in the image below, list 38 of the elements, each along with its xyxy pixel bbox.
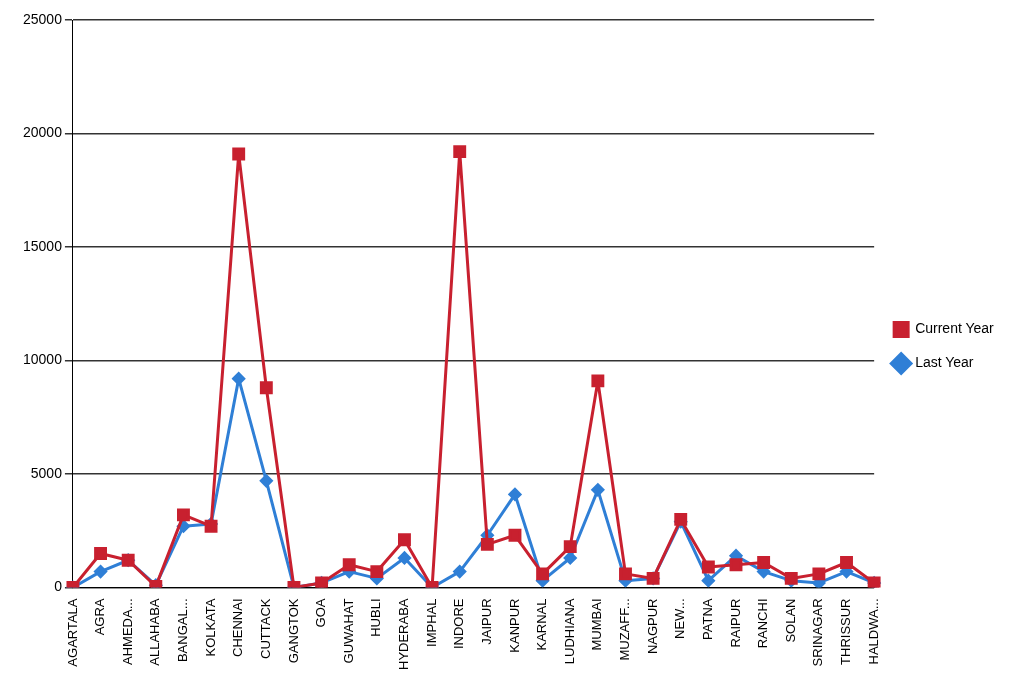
x-tick-label: LUDHIANA xyxy=(561,598,577,665)
x-tick-label: SRINAGAR xyxy=(810,598,826,667)
x-tick-label: MUZAFF... xyxy=(617,598,633,661)
x-tick-label: JAIPUR xyxy=(478,598,494,645)
x-tick-label: AGRA xyxy=(92,598,108,636)
legend-label: Current Year xyxy=(915,320,995,337)
x-tick-label: MUMBAI xyxy=(589,598,605,651)
x-tick-label: GOA xyxy=(313,598,329,628)
x-tick-label: PATNA xyxy=(699,598,715,640)
x-tick-label: GANGTOK xyxy=(285,598,301,664)
y-tick-label: 5000 xyxy=(30,464,63,481)
x-tick-label: ALLAHABA xyxy=(147,598,163,666)
x-tick-label: CUTTACK xyxy=(257,598,273,659)
x-tick-label: RANCHI xyxy=(755,598,771,649)
y-tick-label: 25000 xyxy=(22,10,63,27)
x-tick-label: THRISSUR xyxy=(838,598,854,665)
y-tick-label: 10000 xyxy=(22,351,63,368)
x-tick-label: NEW... xyxy=(672,598,688,639)
x-tick-label: HUBLI xyxy=(368,598,384,637)
x-tick-label: RAIPUR xyxy=(727,598,743,648)
x-tick-label: CHENNAI xyxy=(230,598,246,657)
y-tick-label: 15000 xyxy=(22,237,63,254)
x-tick-label: GUWAHAT xyxy=(340,598,356,664)
x-tick-label: KARNAL xyxy=(534,598,550,651)
x-tick-label: INDORE xyxy=(451,598,467,650)
y-tick-label: 0 xyxy=(54,578,63,595)
x-tick-label: KANPUR xyxy=(506,598,522,653)
x-tick-label: HYDERABA xyxy=(396,598,412,671)
x-tick-label: AGARTALA xyxy=(64,598,80,667)
x-tick-label: HALDWA... xyxy=(865,598,881,665)
x-tick-label: AHMEDA... xyxy=(119,598,135,665)
x-tick-label: SOLAN xyxy=(782,598,798,643)
y-tick-label: 20000 xyxy=(22,124,63,141)
x-tick-label: IMPHAL xyxy=(423,598,439,647)
legend-label: Last Year xyxy=(915,354,974,371)
x-tick-label: NAGPUR xyxy=(644,598,660,655)
x-tick-label: BANGAL... xyxy=(175,598,191,663)
x-tick-label: KOLKATA xyxy=(202,598,218,657)
